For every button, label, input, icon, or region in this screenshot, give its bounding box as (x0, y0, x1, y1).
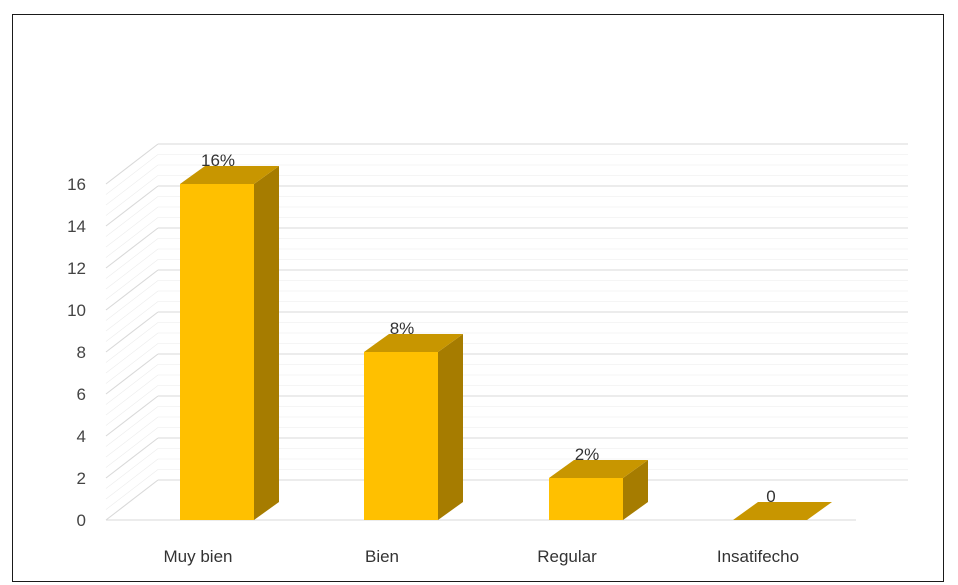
gridline-side (105, 332, 159, 374)
gridline-side (105, 469, 159, 510)
gridline-side (105, 353, 159, 395)
gridline-side (105, 154, 159, 195)
gridline-side (105, 427, 159, 468)
x-category-label: Muy bien (164, 547, 233, 566)
gridline-side (105, 217, 159, 258)
data-label: 16% (201, 151, 235, 170)
gridline-side (105, 164, 159, 206)
gridline-side (105, 185, 159, 227)
gridline-side (105, 385, 159, 426)
bar-bien (364, 334, 463, 520)
bar-front (364, 352, 438, 520)
y-tick-label: 2 (77, 469, 86, 488)
x-category-label: Insatifecho (717, 547, 799, 566)
data-label: 2% (575, 445, 600, 464)
gridline-side (105, 143, 159, 185)
gridline-side (105, 301, 159, 342)
gridline-side (105, 196, 159, 237)
bar-top (180, 166, 279, 184)
bar-side (623, 460, 648, 520)
y-tick-label: 0 (77, 511, 86, 530)
gridline-side (105, 290, 159, 332)
gridline-side (105, 458, 159, 500)
bar-top (364, 334, 463, 352)
bars (180, 166, 832, 520)
y-tick-label: 8 (77, 343, 86, 362)
gridline-side (105, 238, 159, 279)
gridline-side (105, 248, 159, 290)
bar-side (254, 166, 279, 520)
chart-frame (12, 14, 944, 582)
data-labels: 16% 8% 2% 0 (201, 151, 776, 506)
bar-regular (549, 460, 648, 520)
gridline-side (105, 437, 159, 479)
gridline-side (105, 322, 159, 363)
gridline-side (105, 206, 159, 248)
bar-front (180, 184, 254, 520)
gridline-side (105, 374, 159, 416)
gridline-side (105, 479, 159, 521)
bar-front (549, 478, 623, 520)
y-tick-label: 14 (67, 217, 86, 236)
data-label: 0 (766, 487, 775, 506)
y-tick-label: 6 (77, 385, 86, 404)
gridline-side (105, 448, 159, 489)
gridline-side (105, 311, 159, 353)
bar-side (438, 334, 463, 520)
x-axis: Muy bien Bien Regular Insatifecho (164, 547, 800, 566)
bar-top (733, 502, 832, 520)
gridline-side (105, 406, 159, 447)
y-tick-label: 4 (77, 427, 86, 446)
x-category-label: Bien (365, 547, 399, 566)
gridline-side (105, 395, 159, 437)
y-tick-label: 10 (67, 301, 86, 320)
gridline-side (105, 343, 159, 384)
gridline-side (105, 280, 159, 321)
gridline-side (105, 416, 159, 458)
data-label: 8% (390, 319, 415, 338)
gridline-side (105, 269, 159, 311)
gridline-side (105, 259, 159, 300)
gridline-side (105, 175, 159, 216)
y-axis: 0 2 4 6 8 10 12 14 16 (67, 175, 86, 530)
y-tick-label: 16 (67, 175, 86, 194)
x-category-label: Regular (537, 547, 597, 566)
gridline-side (105, 364, 159, 405)
y-tick-label: 12 (67, 259, 86, 278)
bar-insatifecho (733, 502, 832, 520)
gridline-side (105, 227, 159, 269)
grid (105, 143, 908, 521)
bar-top (549, 460, 648, 478)
bar-muy-bien (180, 166, 279, 520)
